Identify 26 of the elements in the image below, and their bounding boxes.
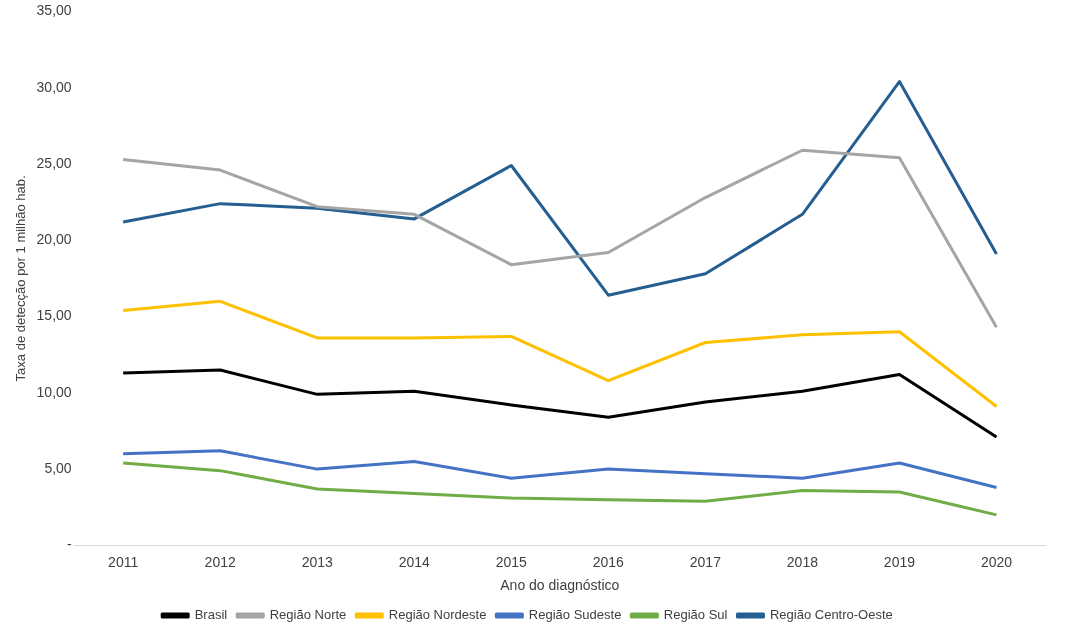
x-tick-label: 2020 [980,553,1013,570]
x-tick-label: 2016 [592,553,625,570]
x-tick-label: 2018 [786,553,819,570]
x-axis-title: Ano do diagnóstico [500,577,620,594]
y-tick-label: 15,00 [36,307,72,324]
legend-label: Região Centro-Oeste [769,607,893,623]
x-tick-label: 2015 [495,553,528,570]
x-tick-label: 2017 [689,553,722,570]
legend-label: Região Norte [269,607,347,623]
y-tick-label: 30,00 [36,78,72,95]
y-tick-label: 5,00 [44,459,72,476]
y-tick-label: - [66,536,72,553]
x-tick-label: 2012 [204,553,236,570]
legend-label: Região Sudeste [528,607,622,623]
y-tick-label: 10,00 [36,383,72,400]
x-tick-label: 2013 [301,553,334,570]
y-axis-title: Taxa de detecção por 1 milhão hab. [13,175,29,382]
y-tick-label: 25,00 [36,154,72,171]
x-tick-label: 2019 [883,553,916,570]
legend-label: Brasil [194,607,228,623]
y-tick-label: 35,00 [36,2,72,19]
legend-label: Região Nordeste [388,607,487,623]
legend-label: Região Sul [663,607,728,623]
y-tick-label: 20,00 [36,231,72,248]
x-tick-label: 2014 [398,553,431,570]
x-tick-label: 2011 [108,553,139,570]
